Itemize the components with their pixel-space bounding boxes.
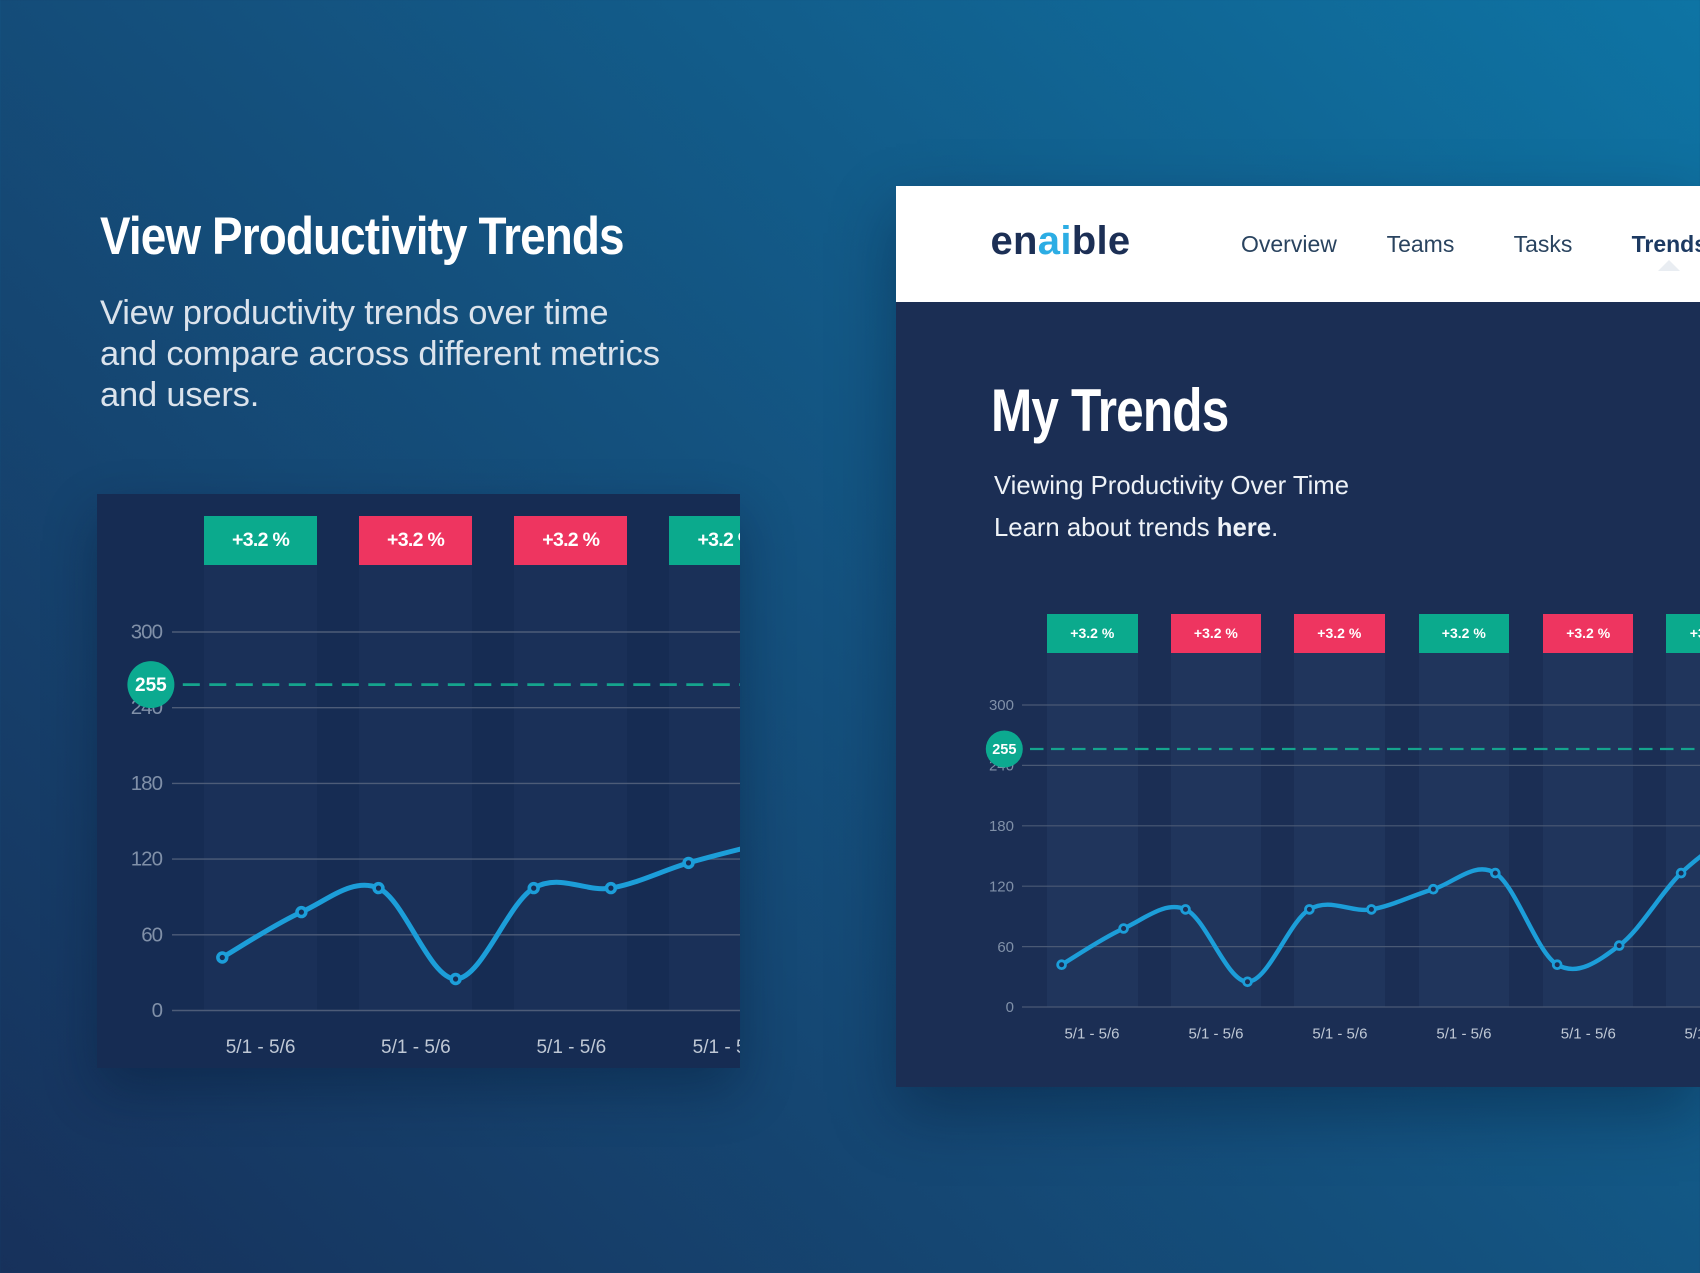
- svg-text:0: 0: [152, 999, 163, 1022]
- svg-text:5/1 - 5/6: 5/1 - 5/6: [1436, 1026, 1491, 1043]
- svg-text:5/1 - 5/6: 5/1 - 5/6: [1188, 1026, 1243, 1043]
- svg-text:60: 60: [141, 923, 162, 946]
- svg-text:5/1 - 5/6: 5/1 - 5/6: [1684, 1026, 1700, 1043]
- svg-text:120: 120: [989, 878, 1014, 895]
- svg-text:300: 300: [989, 697, 1014, 714]
- svg-text:60: 60: [997, 939, 1014, 956]
- svg-text:5/1 - 5/6: 5/1 - 5/6: [693, 1037, 740, 1058]
- svg-text:5/1 - 5/6: 5/1 - 5/6: [226, 1037, 296, 1058]
- svg-text:180: 180: [989, 818, 1014, 835]
- svg-text:255: 255: [135, 675, 167, 696]
- svg-text:5/1 - 5/6: 5/1 - 5/6: [1561, 1026, 1616, 1043]
- svg-text:120: 120: [131, 848, 163, 871]
- svg-text:5/1 - 5/6: 5/1 - 5/6: [1064, 1026, 1119, 1043]
- svg-text:300: 300: [131, 621, 163, 644]
- svg-text:180: 180: [131, 772, 163, 795]
- svg-text:255: 255: [992, 742, 1016, 758]
- svg-text:0: 0: [1006, 999, 1014, 1016]
- svg-text:5/1 - 5/6: 5/1 - 5/6: [536, 1037, 606, 1058]
- svg-text:5/1 - 5/6: 5/1 - 5/6: [1312, 1026, 1367, 1043]
- svg-text:5/1 - 5/6: 5/1 - 5/6: [381, 1037, 451, 1058]
